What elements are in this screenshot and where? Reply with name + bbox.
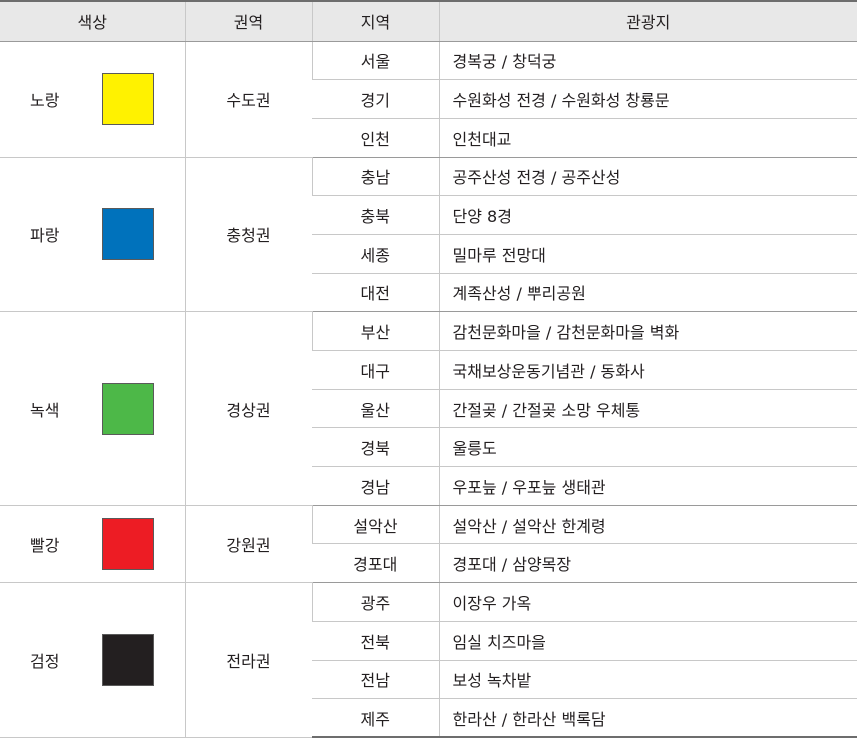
table-body: 노랑 수도권 서울 경복궁 / 창덕궁 경기 수원화성 전경 / 수원화성 창룡문 인천 인천… bbox=[0, 41, 857, 738]
spots-cell: 계족산성 / 뿌리공원 bbox=[438, 273, 857, 313]
region-cell: 설악산 bbox=[311, 505, 439, 545]
region-cell: 서울 bbox=[311, 41, 439, 81]
spots-cell: 경복궁 / 창덕궁 bbox=[438, 41, 857, 81]
header-region: 지역 bbox=[311, 0, 439, 42]
spots-cell: 우포늪 / 우포늪 생태관 bbox=[438, 466, 857, 506]
table-row: 인천 인천대교 bbox=[0, 118, 857, 158]
color-name: 검정 bbox=[30, 652, 60, 671]
spots-cell: 수원화성 전경 / 수원화성 창룡문 bbox=[438, 79, 857, 119]
header-spots: 관광지 bbox=[438, 0, 857, 42]
spots-cell: 밀마루 전망대 bbox=[438, 234, 857, 274]
table-row: 검정 전라권 광주 이장우 가옥 bbox=[0, 582, 857, 738]
spots-cell: 공주산성 전경 / 공주산성 bbox=[438, 157, 857, 197]
table-row: 경포대 경포대 / 삼양목장 bbox=[0, 543, 857, 584]
region-cell: 세종 bbox=[312, 234, 439, 274]
region-cell: 전남 bbox=[312, 660, 439, 700]
spots-cell: 경포대 / 삼양목장 bbox=[438, 543, 857, 584]
spots-cell: 설악산 / 설악산 한계령 bbox=[438, 505, 857, 545]
color-swatch bbox=[102, 382, 154, 435]
sphere-cell: 충청권 bbox=[184, 157, 312, 313]
color-swatch bbox=[102, 208, 154, 261]
table-row: 경기 수원화성 전경 / 수원화성 창룡문 bbox=[0, 79, 857, 119]
region-cell: 대전 bbox=[312, 273, 439, 313]
table-row: 경남 우포늪 / 우포늪 생태관 bbox=[0, 466, 857, 506]
spots-cell: 감천문화마을 / 감천문화마을 벽화 bbox=[438, 311, 857, 351]
sphere-cell: 강원권 bbox=[184, 505, 312, 584]
color-name: 빨강 bbox=[30, 535, 60, 555]
region-cell: 충북 bbox=[312, 195, 439, 235]
color-swatch bbox=[102, 517, 154, 570]
color-cell: 노랑 bbox=[0, 41, 185, 158]
header-color: 색상 bbox=[0, 0, 185, 42]
table-row: 빨강 강원권 설악산 설악산 / 설악산 한계령 bbox=[0, 505, 857, 584]
spots-cell: 임실 치즈마을 bbox=[438, 621, 857, 661]
region-cell: 대구 bbox=[312, 350, 439, 390]
sphere-cell: 전라권 bbox=[184, 582, 312, 738]
sphere-cell: 경상권 bbox=[184, 311, 312, 506]
table-row: 전북 임실 치즈마을 bbox=[0, 621, 857, 661]
color-cell: 빨강 bbox=[0, 505, 185, 584]
spots-cell: 인천대교 bbox=[438, 118, 857, 158]
spots-cell: 이장우 가옥 bbox=[438, 582, 857, 622]
region-cell: 울산 bbox=[312, 389, 439, 429]
region-cell: 경남 bbox=[312, 466, 439, 506]
color-swatch bbox=[102, 634, 154, 686]
region-cell: 경기 bbox=[312, 79, 439, 119]
region-cell: 제주 bbox=[312, 698, 439, 738]
table-row: 세종 밀마루 전망대 bbox=[0, 234, 857, 274]
region-cell: 광주 bbox=[311, 582, 439, 622]
sphere-cell: 수도권 bbox=[184, 41, 312, 158]
table-row: 전남 보성 녹차밭 bbox=[0, 660, 857, 700]
region-cell: 인천 bbox=[312, 118, 439, 158]
region-cell: 충남 bbox=[311, 157, 439, 197]
table-row: 녹색 경상권 부산 감천문화마을 / 감천문화마을 벽화 bbox=[0, 311, 857, 506]
table-row: 경북 울릉도 bbox=[0, 427, 857, 468]
table-row: 대구 국채보상운동기념관 / 동화사 bbox=[0, 350, 857, 390]
region-cell: 경북 bbox=[312, 427, 439, 468]
header-row: 색상 권역 지역 관광지 bbox=[0, 0, 857, 42]
spots-cell: 국채보상운동기념관 / 동화사 bbox=[438, 350, 857, 390]
table-row: 울산 간절곶 / 간절곶 소망 우체통 bbox=[0, 389, 857, 429]
table-row: 파랑 충청권 충남 공주산성 전경 / 공주산성 bbox=[0, 157, 857, 313]
table-row: 충북 단양 8경 bbox=[0, 195, 857, 235]
color-swatch bbox=[102, 73, 154, 126]
color-name: 녹색 bbox=[30, 400, 60, 420]
color-cell: 검정 bbox=[0, 582, 185, 738]
color-cell: 녹색 bbox=[0, 311, 185, 506]
table-row: 노랑 수도권 서울 경복궁 / 창덕궁 bbox=[0, 41, 857, 158]
region-cell: 부산 bbox=[311, 311, 439, 351]
table-row: 대전 계족산성 / 뿌리공원 bbox=[0, 273, 857, 313]
header-sphere: 권역 bbox=[184, 0, 312, 42]
color-name: 노랑 bbox=[30, 91, 60, 111]
region-cell: 경포대 bbox=[312, 543, 439, 584]
spots-cell: 단양 8경 bbox=[438, 195, 857, 235]
spots-cell: 한라산 / 한라산 백록담 bbox=[438, 698, 857, 738]
region-cell: 전북 bbox=[312, 621, 439, 661]
color-cell: 파랑 bbox=[0, 157, 185, 313]
color-name: 파랑 bbox=[30, 226, 60, 246]
spots-cell: 보성 녹차밭 bbox=[438, 660, 857, 700]
spots-cell: 간절곶 / 간절곶 소망 우체통 bbox=[438, 389, 857, 429]
spots-cell: 울릉도 bbox=[438, 427, 857, 468]
